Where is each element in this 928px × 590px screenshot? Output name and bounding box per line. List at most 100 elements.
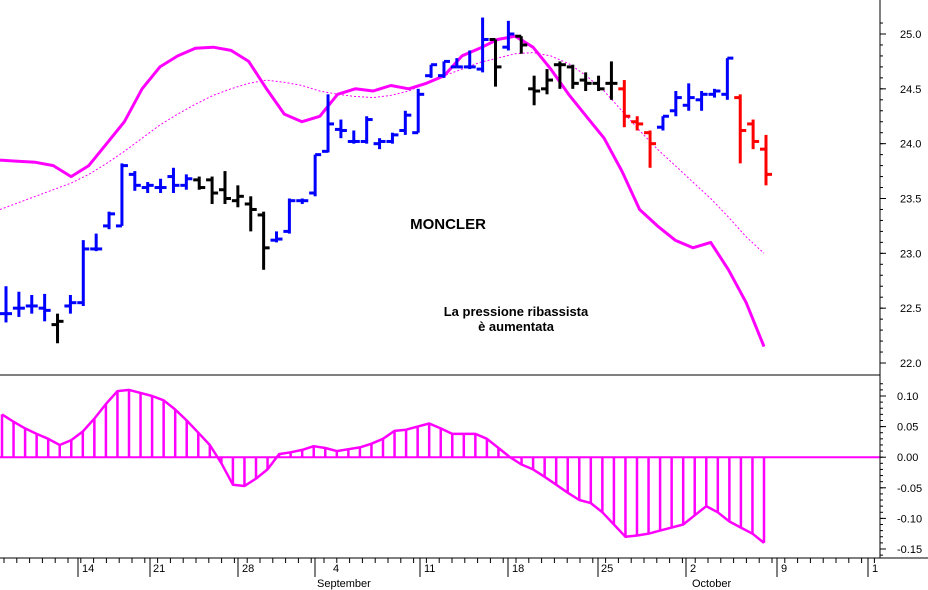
x-day-label: 21 <box>153 563 165 575</box>
ohlc-bar <box>644 130 657 168</box>
ohlc-bar <box>77 240 90 306</box>
ohlc-bar <box>25 295 38 314</box>
osc-tick-label: -0.10 <box>897 513 922 525</box>
ohlc-bar <box>386 132 399 144</box>
ohlc-bar <box>322 94 335 153</box>
ohlc-bar <box>103 211 116 230</box>
price-tick-label: 25.0 <box>900 29 921 41</box>
ohlc-bar <box>579 72 592 92</box>
ohlc-bar <box>283 198 296 234</box>
annotation-line-1: La pressione ribassista <box>444 304 589 319</box>
upper-band-line <box>0 34 766 348</box>
ohlc-bar <box>528 75 541 106</box>
price-tick-label: 24.5 <box>900 84 921 96</box>
ohlc-bar <box>0 286 12 323</box>
osc-tick-label: -0.15 <box>897 544 922 556</box>
osc-tick-label: 0.10 <box>897 391 918 403</box>
ohlc-bar <box>296 198 309 204</box>
price-panel: 25.0 24.5 24.0 23.5 23.0 22.5 22.0 MONCLER La … <box>0 17 921 370</box>
oscillator-y-axis: 0.10 0.05 0.00 -0.05 -0.10 -0.15 <box>880 383 922 556</box>
oscillator-histogram <box>0 388 880 544</box>
price-y-axis: 25.0 24.5 24.0 23.5 23.0 22.5 22.0 <box>880 22 921 370</box>
ohlc-bar <box>90 233 103 252</box>
ohlc-bar <box>476 17 489 73</box>
ohlc-bar <box>115 163 128 228</box>
x-day-label: 28 <box>242 563 254 575</box>
ohlc-bar <box>167 167 180 194</box>
ohlc-bars <box>0 17 772 344</box>
chart-title: MONCLER <box>410 216 486 233</box>
ohlc-bar <box>489 37 502 87</box>
ohlc-bar <box>412 88 425 135</box>
ohlc-bar <box>360 116 373 144</box>
x-day-label: 18 <box>512 563 524 575</box>
ohlc-bar <box>193 176 206 190</box>
ohlc-bar <box>708 88 721 98</box>
x-month-label: September <box>317 578 371 590</box>
ohlc-bar <box>425 63 438 78</box>
ohlc-bar <box>682 83 695 111</box>
ohlc-bar <box>695 91 708 111</box>
ohlc-bar <box>309 153 322 197</box>
ohlc-bar <box>38 293 51 322</box>
ohlc-bar <box>399 110 412 135</box>
ohlc-bar <box>515 34 528 54</box>
x-day-label: 11 <box>424 563 435 575</box>
osc-outline <box>1 388 765 544</box>
ohlc-bar <box>218 171 231 204</box>
ohlc-bar <box>51 313 64 344</box>
ohlc-bar <box>437 59 450 78</box>
ohlc-bar <box>605 61 618 100</box>
ohlc-bar <box>656 114 669 131</box>
ohlc-bar <box>669 91 682 117</box>
upper-band-layer <box>0 34 766 348</box>
chart-frame <box>0 0 928 559</box>
ohlc-bar <box>154 178 167 194</box>
ohlc-bar <box>128 171 141 191</box>
ohlc-bar <box>747 119 760 150</box>
ohlc-bar <box>760 134 772 186</box>
ohlc-bar <box>721 56 734 100</box>
ohlc-bar <box>64 295 77 314</box>
ohlc-bar <box>206 176 219 204</box>
osc-tick-label: 0.05 <box>897 422 918 434</box>
price-tick-label: 23.0 <box>900 248 921 260</box>
ohlc-bar <box>347 130 360 144</box>
ohlc-bar <box>502 20 515 51</box>
ohlc-bar <box>734 94 747 164</box>
date-x-axis: 14 21 28 4 11 18 25 2 9 1 September October <box>3 558 878 590</box>
ohlc-bar <box>244 196 257 232</box>
ohlc-bar <box>592 75 605 92</box>
ohlc-bar <box>541 69 554 95</box>
ohlc-bar <box>270 231 283 243</box>
ohlc-bar <box>566 64 579 89</box>
price-tick-label: 24.0 <box>900 139 921 151</box>
ohlc-bar <box>231 185 244 208</box>
ohlc-bar <box>141 182 154 194</box>
ohlc-bar <box>257 211 270 270</box>
ohlc-bar <box>463 50 476 70</box>
x-day-label: 25 <box>601 563 613 575</box>
osc-tick-label: -0.05 <box>897 483 922 495</box>
ohlc-bar <box>450 58 463 69</box>
ohlc-bar <box>180 174 193 190</box>
x-day-label: 9 <box>781 563 787 575</box>
price-tick-label: 23.5 <box>900 194 921 206</box>
x-day-label: 4 <box>333 563 339 575</box>
price-tick-label: 22.0 <box>900 358 921 370</box>
ohlc-bar <box>553 61 566 89</box>
ohlc-bar <box>334 119 347 139</box>
oscillator-panel: 0.10 0.05 0.00 -0.05 -0.10 -0.15 <box>0 383 922 556</box>
ohlc-bar <box>373 138 386 150</box>
annotation-line-2: è aumentata <box>478 319 555 334</box>
ohlc-bar <box>631 116 644 131</box>
x-day-label: 1 <box>872 563 878 575</box>
x-day-label: 2 <box>690 563 696 575</box>
ohlc-bar <box>12 291 25 317</box>
osc-tick-label: 0.00 <box>897 452 918 464</box>
ohlc-bar <box>618 80 631 128</box>
x-day-label: 14 <box>82 563 94 575</box>
x-month-label: October <box>692 578 731 590</box>
price-tick-label: 22.5 <box>900 303 921 315</box>
